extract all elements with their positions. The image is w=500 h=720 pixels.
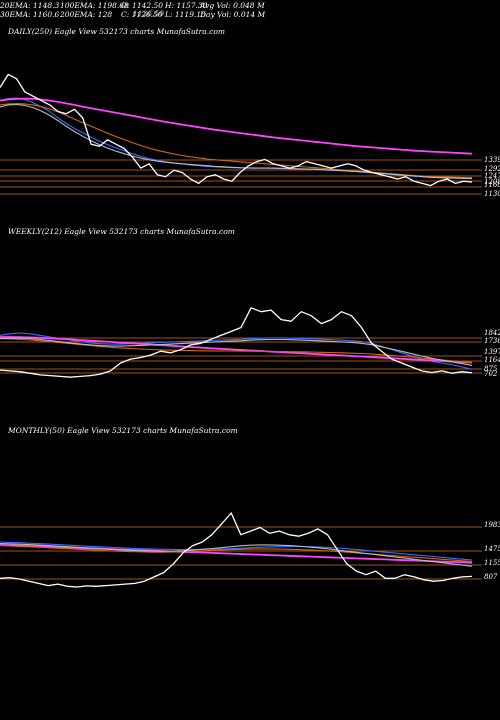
level-label: 702: [484, 370, 498, 378]
close-value: C: 1126.50: [121, 10, 163, 19]
ema-orange-series-line: [0, 338, 473, 364]
level-label: 1475: [484, 545, 500, 553]
ema-magenta-series-line: [0, 336, 473, 364]
ema-blue-series-line: [0, 97, 473, 179]
level-label: 1292: [484, 165, 500, 173]
ema-orange-series-line: [0, 103, 473, 179]
level-label: 1736: [484, 337, 500, 345]
chart-header: 20EMA: 1148.3 100EMA: 1198.68 O: 1142.50…: [0, 0, 500, 20]
level-label: 875: [484, 365, 498, 373]
ema-blue-series-line: [0, 332, 473, 370]
level-label: 1208: [484, 178, 500, 186]
ema-orange-series-line: [0, 545, 473, 563]
level-label: 1842: [484, 329, 500, 337]
price-series-line: [0, 73, 473, 187]
open-value: O: 1142.50: [121, 1, 164, 10]
level-label: 1247: [484, 172, 500, 180]
ema-white-series-line: [0, 542, 473, 567]
price-series-line: [0, 512, 473, 588]
daily-panel-title: DAILY(250) Eagle View 532173 charts Muna…: [8, 27, 225, 36]
level-label: 1155: [484, 559, 500, 567]
price-series-line: [0, 307, 473, 378]
level-label: 1397: [484, 348, 500, 356]
monthly-chart: 1983 1475 1155 807: [0, 512, 500, 588]
level-label: 1164: [484, 356, 500, 364]
ema20-value: 20EMA: 1148.3: [0, 1, 60, 10]
ema-blue-series-line: [0, 541, 473, 561]
level-label: 1130: [484, 190, 500, 198]
avg-vol-value: Avg Vol: 0.048 M: [200, 1, 265, 10]
weekly-panel-title: WEEKLY(212) Eagle View 532173 charts Mun…: [8, 227, 235, 236]
daily-chart: 133912921247120811681130: [0, 73, 500, 198]
ema30-value: 30EMA: 1160.6: [0, 10, 60, 19]
close-overlap-value: 1126.50: [133, 9, 165, 18]
ema-white-series-line: [0, 337, 473, 366]
ema200-value: 200EMA: 128: [60, 10, 113, 19]
monthly-panel-title: MONTHLY(50) Eagle View 532173 charts Mun…: [8, 426, 238, 435]
level-label: 1339: [484, 156, 500, 164]
weekly-chart: 18421736 13971164875702: [0, 307, 500, 378]
high-value: H: 1157.30: [165, 1, 208, 10]
low-value: L: 1119.15: [165, 10, 206, 19]
ema100-value: 100EMA: 1198.68: [60, 1, 129, 10]
day-vol-value: Day Vol: 0.014 M: [200, 10, 266, 19]
level-label: 807: [484, 573, 498, 581]
level-label: 1983: [484, 521, 500, 529]
ema-white-series-line: [0, 103, 473, 180]
ema-magenta-series-line: [0, 97, 473, 155]
